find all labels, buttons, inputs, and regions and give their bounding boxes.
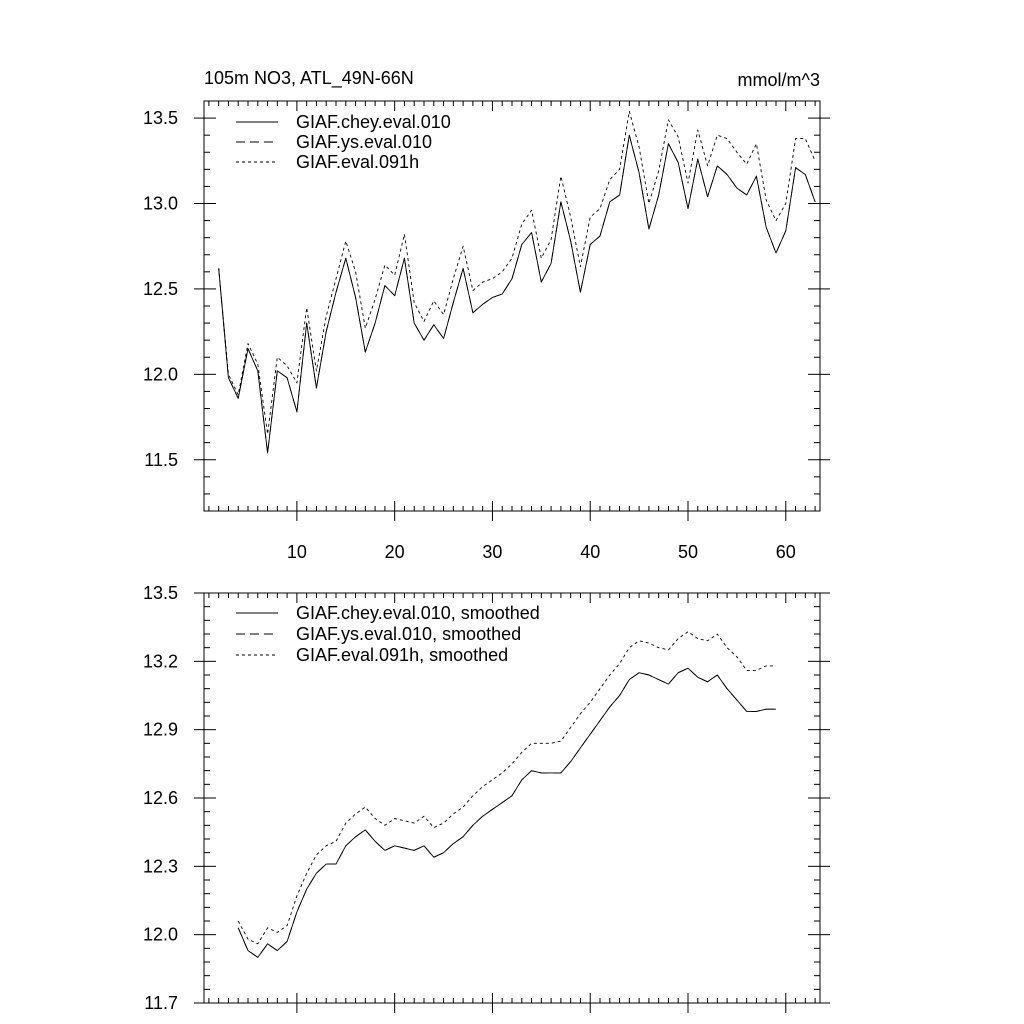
y-tick-label: 11.7 (144, 993, 178, 1013)
y-tick-label: 12.0 (143, 925, 178, 945)
x-tick-label: 60 (776, 542, 796, 562)
series-line-3 (237, 631, 776, 945)
y-tick-label: 12.6 (143, 788, 178, 808)
series-line-1 (237, 667, 776, 958)
y-axis-ticks: 11.7 12.0 12.3 12.6 12.9 13.2 13.5 (143, 583, 830, 1013)
units-label: mmol/m^3 (738, 70, 820, 90)
x-axis-ticks: 10 20 30 40 50 60 (208, 101, 816, 562)
x-tick-label: 30 (482, 542, 502, 562)
series-line-2 (218, 134, 816, 454)
legend-label: GIAF.eval.091h (296, 152, 419, 172)
top-panel: 105m NO3, ATL_49N-66N mmol/m^3 10 20 30 40 5… (143, 68, 830, 562)
y-tick-label: 12.5 (143, 279, 178, 299)
series-line-2 (237, 667, 776, 958)
series-line-1 (218, 134, 816, 454)
x-tick-label: 50 (678, 542, 698, 562)
y-tick-label: 13.2 (143, 651, 178, 671)
y-tick-label: 12.0 (143, 364, 178, 384)
x-axis-ticks (208, 593, 816, 1013)
legend: GIAF.chey.eval.010GIAF.ys.eval.010GIAF.e… (236, 112, 451, 172)
x-tick-label: 10 (287, 542, 307, 562)
y-tick-label: 13.5 (143, 108, 178, 128)
bottom-panel: 11.7 12.0 12.3 12.6 12.9 13.2 13.5 GIAF.chey.e… (143, 583, 830, 1013)
chart-title: 105m NO3, ATL_49N-66N (204, 68, 414, 89)
series-lines (218, 110, 816, 454)
legend-label: GIAF.chey.eval.010, smoothed (296, 603, 540, 623)
y-axis-ticks: 11.5 12.0 12.5 13.0 13.5 (143, 100, 830, 512)
legend: GIAF.chey.eval.010, smoothedGIAF.ys.eval… (236, 603, 540, 665)
y-tick-label: 11.5 (144, 450, 178, 470)
series-lines (237, 631, 776, 958)
y-tick-label: 12.9 (143, 720, 178, 740)
y-tick-label: 12.3 (143, 856, 178, 876)
legend-label: GIAF.ys.eval.010, smoothed (296, 624, 521, 644)
x-tick-label: 20 (385, 542, 405, 562)
legend-label: GIAF.chey.eval.010 (296, 112, 451, 132)
y-tick-label: 13.5 (143, 583, 178, 603)
y-tick-label: 13.0 (143, 194, 178, 214)
legend-label: GIAF.eval.091h, smoothed (296, 645, 508, 665)
legend-label: GIAF.ys.eval.010 (296, 132, 432, 152)
x-tick-label: 40 (580, 542, 600, 562)
